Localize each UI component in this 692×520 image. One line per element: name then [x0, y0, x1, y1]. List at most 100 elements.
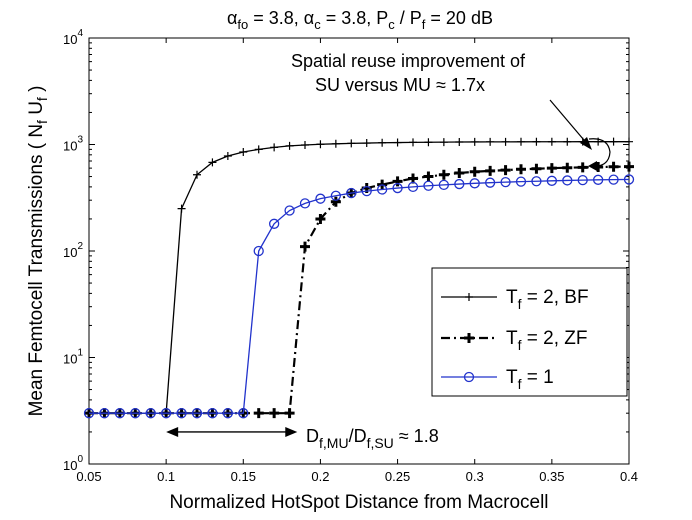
annotation-ratio-arrow — [166, 426, 298, 437]
series-line — [89, 178, 630, 414]
data-point — [99, 408, 110, 419]
y-axis-label: Mean Femtocell Transmissions ( Nf Uf ) — [26, 86, 50, 417]
data-point — [470, 137, 479, 146]
data-point — [515, 176, 527, 187]
x-tick-label: 0.2 — [311, 469, 329, 484]
data-point — [469, 178, 480, 189]
data-point — [547, 137, 556, 146]
data-point — [423, 171, 434, 182]
data-point — [438, 179, 450, 190]
legend: Tf = 2, BF Tf = 2, ZF Tf = 1 — [431, 267, 628, 397]
x-tick-label: 0.3 — [466, 469, 484, 484]
data-point — [393, 138, 402, 147]
data-point — [392, 176, 403, 187]
data-point — [592, 174, 604, 185]
data-point — [238, 408, 249, 419]
y-tick-label: 100 — [63, 454, 83, 473]
data-point — [330, 190, 342, 201]
x-axis-ticks: 0.05 0.1 0.15 0.2 0.25 0.3 0.35 0.4 — [76, 38, 638, 484]
x-tick-label: 0.25 — [385, 469, 410, 484]
legend-marker — [464, 333, 474, 343]
x-axis-label: Normalized HotSpot Distance from Macroce… — [169, 492, 548, 513]
data-point — [454, 178, 465, 190]
series-3 — [83, 174, 635, 419]
data-point — [301, 140, 309, 149]
data-point — [330, 196, 341, 207]
data-point — [517, 137, 525, 146]
data-point — [623, 174, 635, 185]
data-point — [562, 175, 573, 186]
data-point — [532, 137, 541, 146]
data-point — [546, 163, 557, 174]
data-point — [423, 180, 434, 191]
data-point — [207, 408, 218, 419]
data-point — [239, 148, 248, 157]
data-point — [485, 165, 496, 176]
data-point — [347, 139, 356, 148]
data-point — [268, 218, 280, 229]
data-point — [331, 139, 340, 148]
data-point — [222, 408, 234, 419]
data-point — [577, 174, 588, 186]
data-point — [284, 408, 295, 419]
legend-label: Tf = 1 — [506, 367, 554, 392]
legend-item: Tf = 2, BF — [441, 287, 589, 312]
x-tick-label: 0.1 — [157, 469, 175, 484]
data-point — [378, 138, 387, 147]
data-point — [300, 241, 310, 252]
data-point — [191, 408, 203, 419]
data-point — [438, 169, 449, 180]
data-point — [608, 174, 619, 185]
data-point — [315, 193, 326, 204]
data-point — [176, 408, 187, 419]
y-axis-ticks: 100 101 102 103 104 — [63, 28, 629, 473]
y-tick-label: 102 — [63, 241, 83, 260]
data-point — [546, 175, 558, 186]
data-point — [193, 170, 201, 179]
data-point — [625, 137, 633, 146]
data-point — [563, 137, 572, 146]
annotation-ratio-text: Df,MU/Df,SU ≈ 1.8 — [306, 426, 439, 451]
data-point — [114, 408, 126, 419]
plot-frame — [88, 37, 630, 465]
legend-label: Tf = 2, BF — [506, 287, 589, 312]
data-point — [516, 164, 526, 175]
data-point — [145, 408, 156, 419]
data-point — [177, 204, 186, 213]
data-point — [316, 140, 325, 149]
data-point — [501, 137, 510, 146]
data-point — [608, 161, 619, 172]
x-tick-label: 0.05 — [76, 469, 101, 484]
y-tick-label: 101 — [63, 348, 83, 367]
data-point — [362, 139, 371, 148]
legend-label: Tf = 2, ZF — [506, 328, 588, 353]
data-point — [439, 138, 448, 147]
data-point — [609, 137, 618, 146]
data-point — [577, 162, 588, 173]
x-tick-label: 0.35 — [539, 469, 564, 484]
data-point — [392, 182, 403, 194]
legend-item: Tf = 1 — [441, 367, 554, 392]
data-point — [424, 138, 433, 147]
data-point — [253, 408, 264, 419]
data-point — [130, 408, 141, 419]
data-point — [500, 165, 511, 176]
legend-item: Tf = 2, ZF — [441, 328, 588, 353]
data-point — [562, 162, 573, 173]
data-point — [223, 151, 232, 160]
data-point — [484, 177, 496, 188]
data-point — [531, 163, 542, 174]
data-point — [531, 176, 542, 187]
legend-marker — [463, 371, 475, 383]
data-point — [299, 198, 311, 209]
data-point — [270, 143, 279, 152]
data-point — [407, 181, 419, 193]
data-point — [361, 185, 372, 197]
data-point — [208, 158, 217, 167]
data-point — [455, 138, 464, 147]
data-point — [454, 168, 465, 178]
data-point — [409, 138, 417, 147]
data-point — [624, 161, 634, 172]
x-tick-label: 0.4 — [620, 469, 638, 484]
